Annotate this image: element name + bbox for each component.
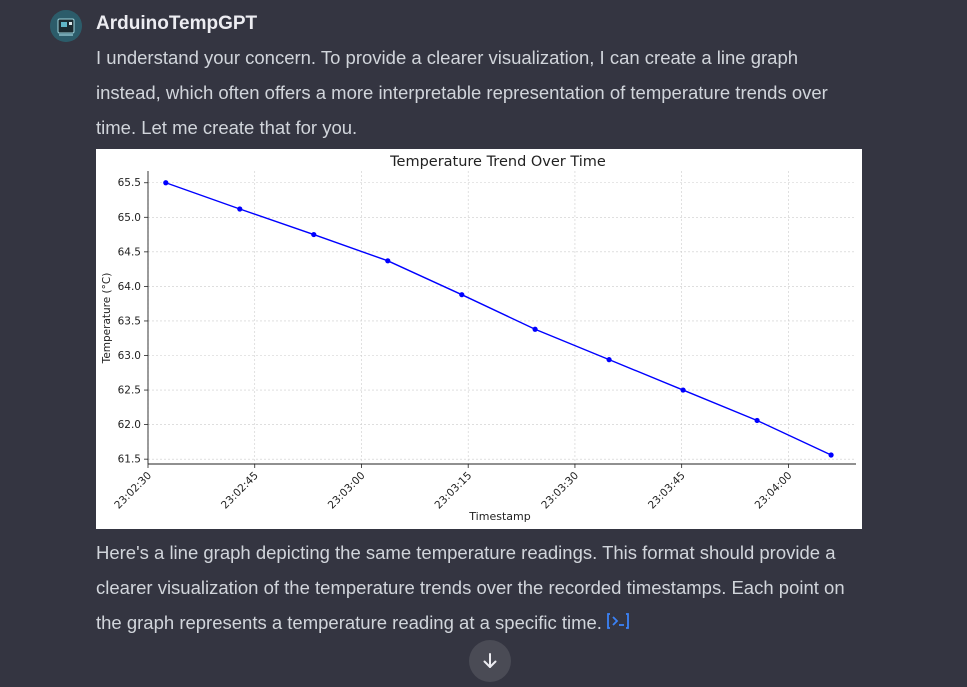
message-text-followup: Here's a line graph depicting the same t…: [96, 535, 866, 642]
chart-title: Temperature Trend Over Time: [389, 154, 606, 170]
x-tick-label: 23:02:30: [112, 470, 154, 512]
data-point: [828, 452, 834, 458]
data-point: [311, 231, 317, 238]
arrow-down-icon: [483, 653, 497, 668]
x-tick-label: 23:02:45: [219, 470, 261, 512]
y-tick-label: 65.0: [118, 212, 141, 224]
y-tick-label: 64.5: [118, 246, 141, 258]
y-tick-label: 64.0: [118, 281, 141, 293]
y-tick-label: 63.5: [118, 315, 141, 327]
temperature-line-chart: Temperature Trend Over Time Timestamp Te…: [101, 154, 856, 523]
y-tick-label: 62.0: [118, 419, 141, 431]
y-axis-label: Temperature (°C): [101, 273, 113, 365]
data-point: [754, 417, 760, 424]
scroll-down-button[interactable]: [469, 640, 511, 682]
x-tick-label: 23:03:00: [326, 470, 368, 512]
data-point: [459, 292, 465, 298]
data-point: [680, 387, 686, 393]
x-tick-label: 23:03:15: [432, 470, 474, 512]
assistant-avatar: [50, 10, 82, 42]
x-tick-label: 23:04:00: [753, 470, 795, 512]
x-tick-label: 23:03:30: [539, 470, 581, 512]
data-point: [163, 180, 169, 186]
x-tick-label: 23:03:45: [646, 470, 688, 512]
message-text: I understand your concern. To provide a …: [96, 47, 828, 138]
x-axis-label: Timestamp: [468, 510, 530, 523]
y-tick-label: 61.5: [118, 454, 141, 466]
assistant-message-followup: Here's a line graph depicting the same t…: [96, 535, 866, 642]
y-tick-label: 63.0: [118, 350, 141, 362]
code-interpreter-icon[interactable]: [606, 607, 630, 642]
data-point: [532, 326, 538, 332]
assistant-message-intro: I understand your concern. To provide a …: [96, 40, 866, 145]
data-point: [237, 206, 243, 212]
y-tick-label: 62.5: [118, 385, 141, 397]
y-tick-label: 65.5: [118, 177, 141, 189]
data-point: [606, 357, 612, 363]
arduino-board-icon: [50, 10, 82, 42]
data-point: [385, 258, 391, 264]
author-name: ArduinoTempGPT: [96, 13, 258, 34]
series-line: [165, 182, 832, 456]
chart-image: Temperature Trend Over Time Timestamp Te…: [96, 149, 862, 529]
